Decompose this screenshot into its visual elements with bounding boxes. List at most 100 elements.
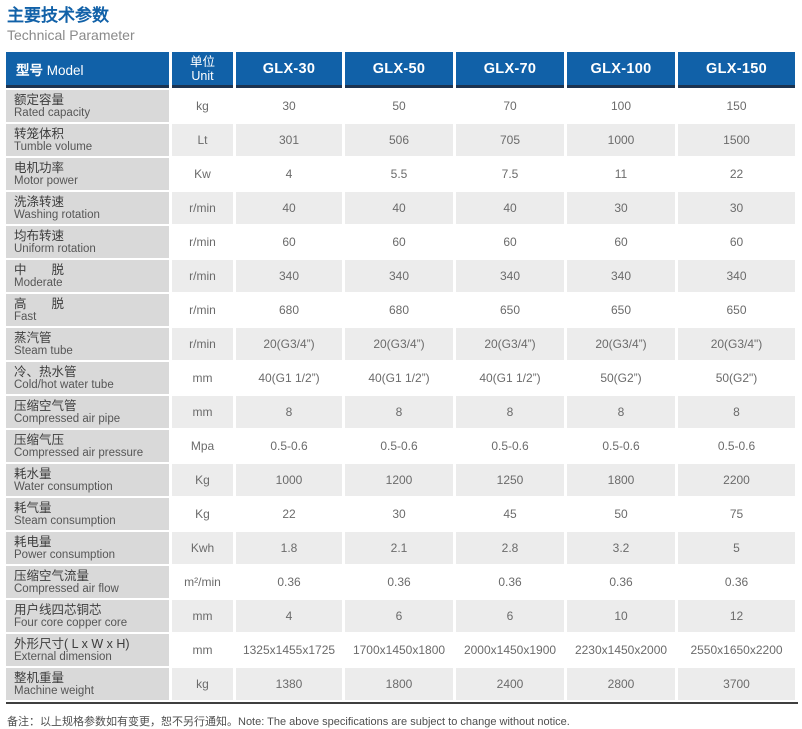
value-cell: 4: [236, 158, 342, 191]
param-label-en: Motor power: [14, 174, 78, 187]
value-cell: 2000x1450x1900: [456, 634, 564, 667]
param-label-zh: 压缩气压: [14, 432, 65, 447]
param-label-zh: 压缩空气管: [14, 398, 77, 413]
unit-header-en: Unit: [191, 68, 214, 83]
value-cell: 8: [567, 396, 675, 429]
unit-cell: kg: [172, 668, 233, 701]
value-cell: 50: [567, 498, 675, 531]
value-cell: 1800: [345, 668, 453, 701]
param-label-cell: 高 脱 Fast: [6, 294, 169, 327]
value-cell: 8: [345, 396, 453, 429]
value-cell: 22: [236, 498, 342, 531]
value-cell: 506: [345, 124, 453, 157]
value-cell: 2400: [456, 668, 564, 701]
unit-cell: kg: [172, 90, 233, 123]
value-cell: 11: [567, 158, 675, 191]
param-label-zh: 额定容量: [14, 92, 65, 107]
value-cell: 650: [567, 294, 675, 327]
value-cell: 30: [345, 498, 453, 531]
value-cell: 60: [567, 226, 675, 259]
param-label-cell: 冷、热水管 Cold/hot water tube: [6, 362, 169, 395]
value-cell: 40: [456, 192, 564, 225]
value-cell: 12: [678, 600, 795, 633]
unit-cell: mm: [172, 634, 233, 667]
value-cell: 2550x1650x2200: [678, 634, 795, 667]
value-cell: 8: [678, 396, 795, 429]
value-cell: 40: [236, 192, 342, 225]
value-cell: 20(G3/4”): [236, 328, 342, 361]
value-cell: 0.5-0.6: [236, 430, 342, 463]
value-cell: 340: [567, 260, 675, 293]
value-cell: 60: [678, 226, 795, 259]
unit-cell: Kg: [172, 464, 233, 497]
param-label-en: Fast: [14, 310, 37, 323]
param-label-zh: 耗水量: [14, 466, 52, 481]
column-header-glx-50: GLX-50: [345, 52, 453, 89]
table-row: 中 脱 Moderate r/min 340 340 340 340 340: [6, 260, 795, 293]
value-cell: 650: [456, 294, 564, 327]
param-label-zh: 高 脱: [14, 296, 65, 311]
unit-cell: Kwh: [172, 532, 233, 565]
unit-cell: mm: [172, 396, 233, 429]
param-label-zh: 外形尺寸( L x W x H): [14, 636, 130, 651]
table-row: 外形尺寸( L x W x H) External dimension mm 1325…: [6, 634, 795, 667]
table-row: 额定容量 Rated capacity kg 30 50 70 100 150: [6, 90, 795, 123]
param-label-cell: 外形尺寸( L x W x H) External dimension: [6, 634, 169, 667]
param-label-en: Washing rotation: [14, 208, 100, 221]
value-cell: 20(G3/4”): [456, 328, 564, 361]
value-cell: 5: [678, 532, 795, 565]
param-label-zh: 电机功率: [14, 160, 65, 175]
value-cell: 40: [345, 192, 453, 225]
param-label-en: Power consumption: [14, 548, 115, 561]
value-cell: 340: [236, 260, 342, 293]
value-cell: 1250: [456, 464, 564, 497]
unit-cell: r/min: [172, 226, 233, 259]
value-cell: 40(G1 1/2”): [236, 362, 342, 395]
param-label-en: Machine weight: [14, 684, 94, 697]
param-label-en: Compressed air pipe: [14, 412, 121, 425]
table-row: 压缩空气管 Compressed air pipe mm 8 8 8 8 8: [6, 396, 795, 429]
value-cell: 0.36: [567, 566, 675, 599]
param-label-en: Cold/hot water tube: [14, 378, 114, 391]
unit-cell: mm: [172, 600, 233, 633]
value-cell: 60: [236, 226, 342, 259]
value-cell: 150: [678, 90, 795, 123]
param-label-zh: 耗电量: [14, 534, 52, 549]
column-header-glx-30: GLX-30: [236, 52, 342, 89]
value-cell: 70: [456, 90, 564, 123]
param-label-en: Moderate: [14, 276, 63, 289]
param-label-cell: 用户线四芯铜芯 Four core copper core: [6, 600, 169, 633]
title-block: 主要技术参数 Technical Parameter: [3, 6, 799, 43]
value-cell: 8: [236, 396, 342, 429]
model-header-en: Model: [46, 62, 84, 78]
value-cell: 2.8: [456, 532, 564, 565]
table-row: 转笼体积 Tumble volume Lt 301 506 705 1000 1500: [6, 124, 795, 157]
value-cell: 30: [678, 192, 795, 225]
value-cell: 1380: [236, 668, 342, 701]
value-cell: 30: [567, 192, 675, 225]
value-cell: 40(G1 1/2”): [456, 362, 564, 395]
unit-cell: mm: [172, 362, 233, 395]
value-cell: 6: [345, 600, 453, 633]
table-row: 电机功率 Motor power Kw 4 5.5 7.5 11 22: [6, 158, 795, 191]
value-cell: 2230x1450x2000: [567, 634, 675, 667]
param-label-cell: 额定容量 Rated capacity: [6, 90, 169, 123]
param-label-zh: 转笼体积: [14, 126, 65, 141]
value-cell: 40(G1 1/2”): [345, 362, 453, 395]
value-cell: 20(G3/4”): [567, 328, 675, 361]
unit-cell: r/min: [172, 294, 233, 327]
unit-header-zh: 单位: [189, 54, 215, 69]
param-label-cell: 洗涤转速 Washing rotation: [6, 192, 169, 225]
table-row: 冷、热水管 Cold/hot water tube mm 40(G1 1/2”) 40(…: [6, 362, 795, 395]
unit-cell: r/min: [172, 192, 233, 225]
value-cell: 1000: [567, 124, 675, 157]
param-label-en: Uniform rotation: [14, 242, 96, 255]
value-cell: 50(G2”): [567, 362, 675, 395]
param-label-zh: 冷、热水管: [14, 364, 77, 379]
value-cell: 705: [456, 124, 564, 157]
table-row: 高 脱 Fast r/min 680 680 650 650 650: [6, 294, 795, 327]
value-cell: 0.5-0.6: [567, 430, 675, 463]
value-cell: 7.5: [456, 158, 564, 191]
column-header-glx-100: GLX-100: [567, 52, 675, 89]
